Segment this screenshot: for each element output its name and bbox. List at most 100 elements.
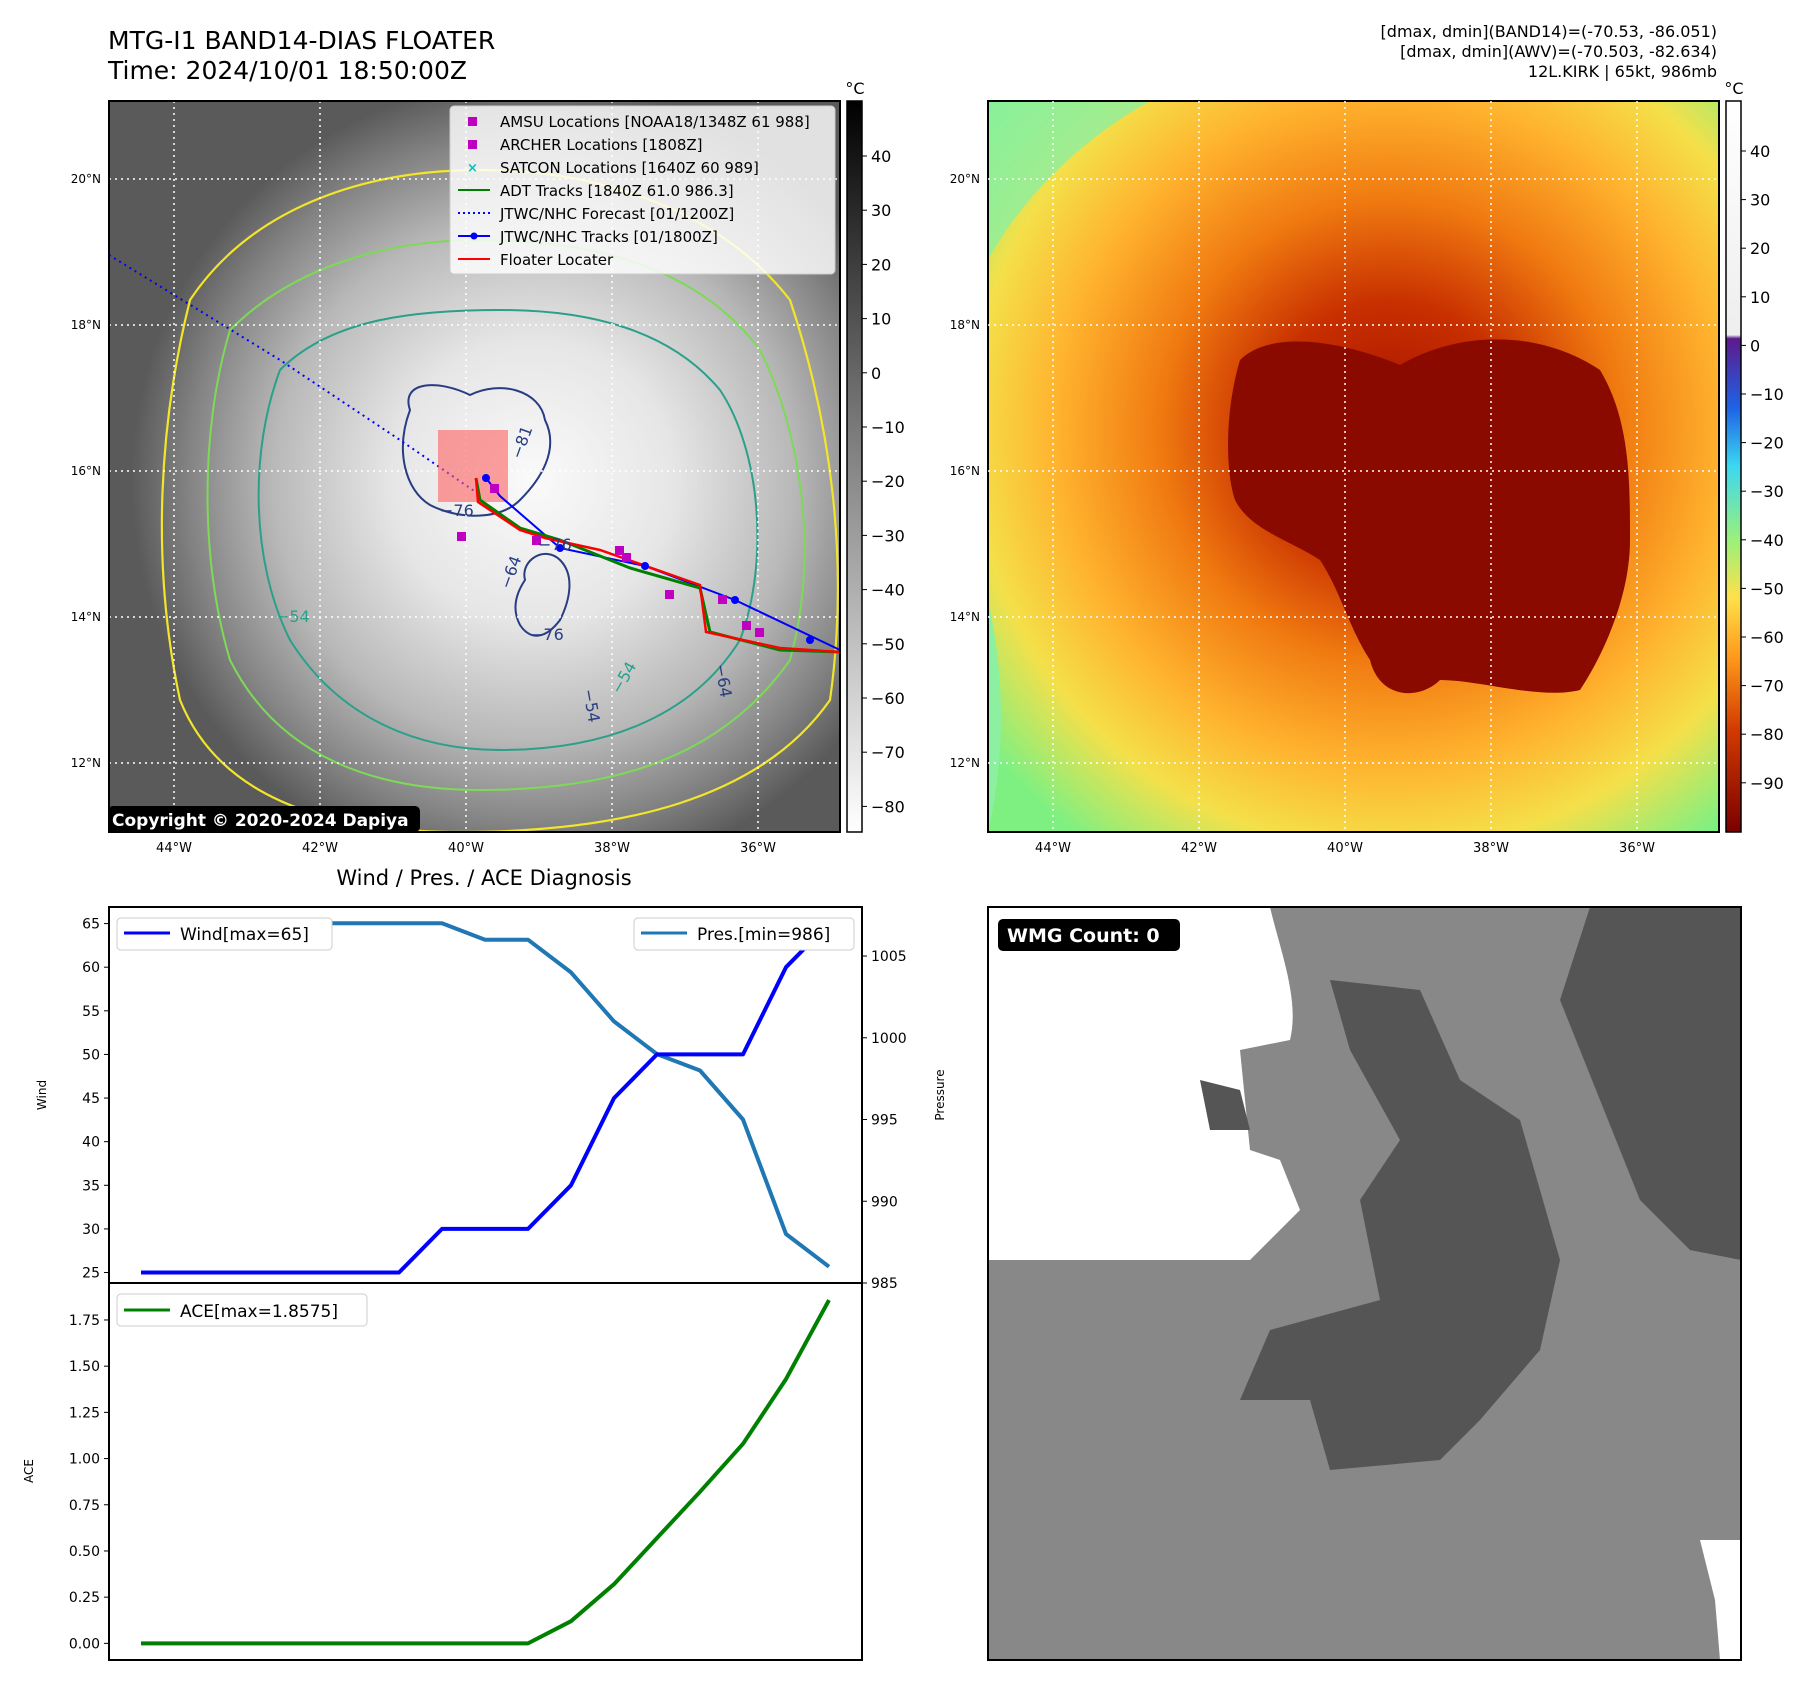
wmg-frame: [987, 906, 1742, 1661]
pres-tick-label: 1005: [871, 949, 907, 965]
wind-tick-label: 50: [82, 1047, 100, 1063]
wv-panel: °C 40 30 20 10 0 −10 −20 −30 −40 −50 −60 −70 −80 −90: [987, 79, 1784, 833]
wind-tick-label: 45: [82, 1091, 100, 1107]
ir-axis-labels: 20°N 18°N 16°N 14°N 12°N 44°W 42°W 40°W 38°W 36°W: [71, 172, 776, 856]
legend-item: Floater Locater: [500, 251, 614, 269]
wind-tick-label: 35: [82, 1178, 100, 1194]
diag-panel: Wind / Pres. / ACE Diagnosis Wind Pressu…: [22, 866, 947, 1661]
wv-cold-core: [1228, 339, 1630, 694]
colorbar-tick-label: −40: [1750, 531, 1784, 550]
legend-item: AMSU Locations [NOAA18/1348Z 61 988]: [500, 113, 810, 131]
diag-title: Wind / Pres. / ACE Diagnosis: [336, 866, 631, 890]
jtwc-points: [482, 474, 814, 644]
lon-label: 40°W: [1327, 841, 1363, 856]
wind-ylabel: Wind: [35, 1080, 49, 1110]
contour-navy-2: [514, 553, 571, 637]
contour-label: −76: [530, 625, 564, 644]
lon-label: 42°W: [1181, 841, 1217, 856]
wind-tick-label: 30: [82, 1222, 100, 1238]
colorbar-tick-label: −80: [1750, 725, 1784, 744]
wv-dry-region: [988, 101, 1150, 260]
lon-label: 38°W: [1473, 841, 1509, 856]
info-line-3: 12L.KIRK | 65kt, 986mb: [1527, 62, 1717, 81]
ace-tick-label: 0.25: [69, 1590, 100, 1606]
pres-tick-label: 995: [871, 1113, 898, 1129]
colorbar-tick-label: 40: [1750, 142, 1770, 161]
colorbar-tick-label: −20: [871, 472, 905, 491]
title-line-2: Time: 2024/10/01 18:50:00Z: [108, 56, 467, 85]
colorbar-tick-label: 0: [871, 364, 881, 383]
pressure-series-line: [141, 921, 831, 1269]
contour-navy: [402, 384, 552, 517]
lon-label: 38°W: [594, 841, 630, 856]
copyright-text: Copyright © 2020-2024 Dapiya: [112, 811, 409, 831]
colorbar-tick-label: 10: [871, 310, 891, 329]
contour-label: −76: [538, 535, 572, 554]
wv-frame: [987, 100, 1720, 833]
colorbar-tick-label: 40: [871, 147, 891, 166]
colorbar-tick-label: −30: [871, 526, 905, 545]
colorbar-tick-label: 20: [871, 255, 891, 274]
wind-tick-label: 55: [82, 1004, 100, 1020]
wind-pres-frame: [108, 906, 863, 1284]
colorbar-tick-label: −50: [1750, 579, 1784, 598]
contour-teal: [257, 308, 759, 752]
legend-item: SATCON Locations [1640Z 60 989]: [500, 159, 759, 177]
ace-tick-label: 0.50: [69, 1544, 100, 1560]
ace-tick-label: 0.00: [69, 1636, 100, 1652]
lat-label: 14°N: [71, 610, 101, 624]
ir-legend: AMSU Locations [NOAA18/1348Z 61 988] ARC…: [449, 105, 836, 275]
lon-label: 36°W: [740, 841, 776, 856]
colorbar-tick-label: 0: [1750, 336, 1760, 355]
wind-legend-box: [116, 917, 333, 951]
colorbar-tick-label: 30: [1750, 191, 1770, 210]
wmg-white-region-2: [1700, 1540, 1741, 1660]
pres-legend-box: [633, 917, 855, 951]
wv-dry-region-2: [988, 600, 1002, 832]
wind-tick-label: 60: [82, 960, 100, 976]
colorbar-tick-label: −20: [1750, 434, 1784, 453]
pres-ylabel: Pressure: [933, 1069, 947, 1120]
wmg-count-label: WMG Count: 0: [1007, 925, 1160, 947]
ir-colorbar: [846, 100, 863, 833]
wind-series-line: [141, 922, 831, 1275]
colorbar-tick-label: −70: [1750, 677, 1784, 696]
colorbar-tick-label: −90: [1750, 774, 1784, 793]
ace-tick-label: 1.50: [69, 1359, 100, 1375]
lon-label: 44°W: [156, 841, 192, 856]
colorbar-tick-label: −80: [871, 797, 905, 816]
wind-tick-label: 65: [82, 917, 100, 933]
floater-track: [474, 477, 840, 654]
colorbar-tick-label: −30: [1750, 482, 1784, 501]
lon-label: 36°W: [1619, 841, 1655, 856]
pres-tick-label: 990: [871, 1194, 898, 1210]
colorbar-tick-label: −10: [871, 418, 905, 437]
wind-legend-label: Wind[max=65]: [180, 925, 309, 945]
jtwc-dot-icon: [470, 232, 478, 240]
contour-label: −54: [276, 607, 310, 626]
lat-label: 20°N: [71, 172, 101, 186]
colorbar-tick-label: 10: [1750, 288, 1770, 307]
legend-box: [449, 105, 836, 275]
wv-axis-labels: 20°N 18°N 16°N 14°N 12°N 44°W 42°W 40°W 38°W 36°W: [950, 172, 1655, 856]
ace-ylabel: ACE: [22, 1459, 36, 1483]
wmg-dark-region: [1240, 980, 1560, 1470]
ace-frame: [108, 1282, 863, 1661]
legend-item: JTWC/NHC Forecast [01/1200Z]: [499, 205, 734, 223]
wmg-white-region: [988, 907, 1300, 1260]
copyright-badge: [109, 806, 420, 832]
colorbar-tick-label: −40: [871, 581, 905, 600]
legend-item: ADT Tracks [1840Z 61.0 986.3]: [500, 182, 734, 200]
wind-tick-label: 40: [82, 1135, 100, 1151]
ace-tick-label: 1.25: [69, 1405, 100, 1421]
pres-tick-label: 1000: [871, 1031, 907, 1047]
ir-panel: −81 −76 −76 −64 −76 −54 −54 −64 −54 Copy…: [108, 79, 905, 833]
wmg-dark-region-2: [1560, 907, 1741, 1260]
wv-colorbar: [1725, 100, 1742, 833]
satcon-x-icon: ×: [467, 161, 478, 176]
lat-label: 16°N: [71, 464, 101, 478]
colorbar-tick-label: −10: [1750, 385, 1784, 404]
ace-legend-label: ACE[max=1.8575]: [180, 1302, 338, 1322]
colorbar-tick-label: −70: [871, 743, 905, 762]
